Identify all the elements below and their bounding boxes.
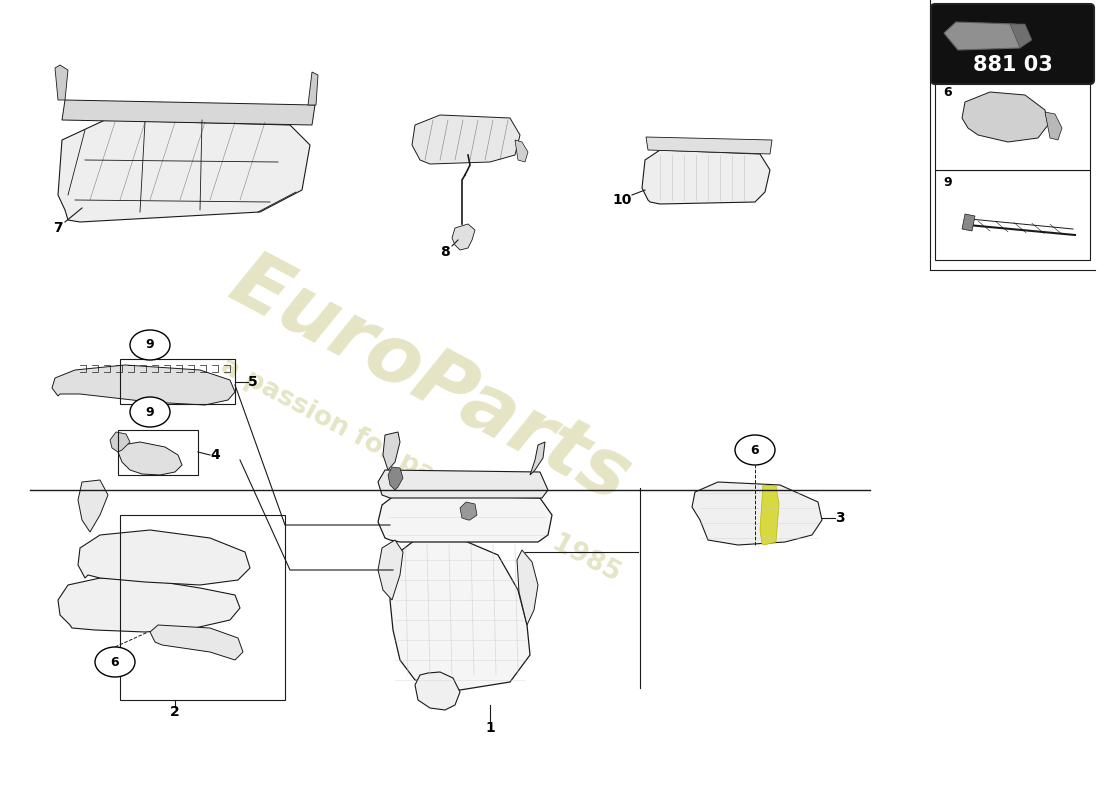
Text: a passion for parts since 1985: a passion for parts since 1985	[216, 353, 625, 587]
Text: 3: 3	[835, 511, 845, 525]
Polygon shape	[962, 92, 1048, 142]
Polygon shape	[530, 442, 544, 475]
Polygon shape	[642, 150, 770, 204]
Text: 6: 6	[111, 655, 119, 669]
Text: 1: 1	[485, 721, 495, 735]
Polygon shape	[78, 530, 250, 585]
Text: 10: 10	[613, 193, 632, 207]
Polygon shape	[118, 442, 182, 475]
Polygon shape	[378, 495, 552, 542]
Polygon shape	[1010, 24, 1032, 48]
Polygon shape	[55, 65, 68, 100]
Polygon shape	[692, 482, 822, 545]
Text: 5: 5	[248, 375, 257, 389]
FancyBboxPatch shape	[931, 4, 1094, 84]
Ellipse shape	[735, 435, 776, 465]
Polygon shape	[944, 22, 1025, 50]
Polygon shape	[452, 224, 475, 250]
Polygon shape	[378, 540, 403, 600]
Polygon shape	[390, 537, 530, 690]
Polygon shape	[1045, 112, 1062, 140]
Polygon shape	[412, 115, 520, 164]
Ellipse shape	[95, 647, 135, 677]
Ellipse shape	[130, 397, 170, 427]
Polygon shape	[150, 625, 243, 660]
Polygon shape	[760, 485, 779, 545]
Bar	[120, 515, 285, 700]
Ellipse shape	[130, 330, 170, 360]
Bar	[118, 430, 198, 475]
Text: 6: 6	[750, 443, 759, 457]
Polygon shape	[52, 365, 235, 405]
Bar	[935, 80, 1090, 170]
Polygon shape	[517, 550, 538, 625]
Polygon shape	[308, 72, 318, 105]
Polygon shape	[58, 578, 240, 632]
Text: 9: 9	[943, 175, 951, 189]
Polygon shape	[110, 432, 130, 452]
Polygon shape	[460, 502, 477, 520]
Polygon shape	[515, 140, 528, 162]
Text: 881 03: 881 03	[974, 55, 1053, 75]
Bar	[935, 170, 1090, 260]
Text: 7: 7	[53, 221, 63, 235]
Polygon shape	[378, 470, 548, 498]
Polygon shape	[415, 672, 460, 710]
Polygon shape	[962, 214, 975, 231]
Polygon shape	[388, 467, 403, 490]
Polygon shape	[383, 432, 400, 470]
Text: 4: 4	[210, 448, 220, 462]
Polygon shape	[78, 480, 108, 532]
Text: 2: 2	[170, 705, 180, 719]
Text: 9: 9	[145, 338, 154, 351]
Bar	[120, 359, 235, 404]
Text: 9: 9	[145, 406, 154, 418]
Polygon shape	[62, 100, 315, 125]
Polygon shape	[646, 137, 772, 154]
Text: 8: 8	[440, 245, 450, 259]
Polygon shape	[58, 120, 310, 222]
Text: EuroParts: EuroParts	[217, 242, 644, 518]
Text: 6: 6	[943, 86, 951, 98]
